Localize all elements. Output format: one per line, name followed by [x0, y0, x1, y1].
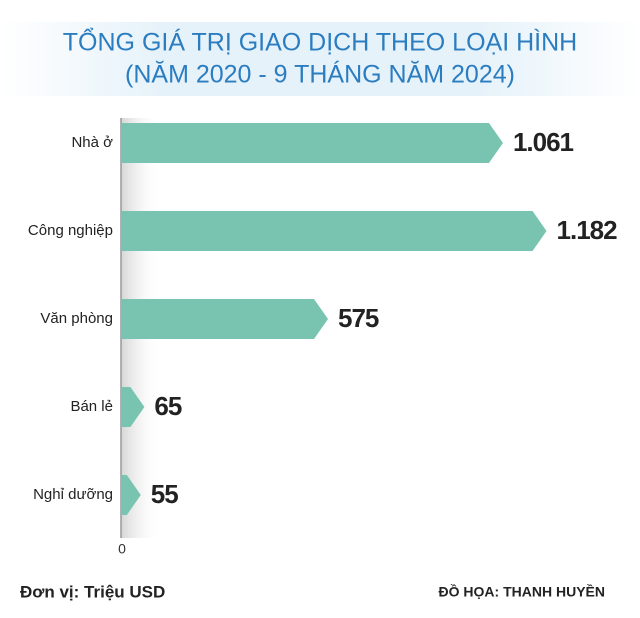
chart-title: TỔNG GIÁ TRỊ GIAO DỊCH THEO LOẠI HÌNH: [63, 27, 577, 57]
category-label: Bán lẻ: [70, 398, 113, 415]
chart-subtitle: (NĂM 2020 - 9 THÁNG NĂM 2024): [125, 60, 515, 89]
value-label: 1.061: [513, 127, 574, 157]
bar: [121, 475, 141, 515]
bar: [121, 211, 547, 251]
category-label: Nghỉ dưỡng: [33, 486, 113, 503]
category-label: Văn phòng: [40, 310, 113, 327]
value-label: 65: [154, 391, 181, 421]
unit-note: Đơn vị: Triệu USD: [20, 582, 165, 601]
title-background: [0, 22, 640, 96]
bar: [121, 123, 503, 163]
value-label: 1.182: [557, 215, 618, 245]
bar: [121, 387, 145, 427]
value-label: 575: [338, 303, 379, 333]
category-label: Nhà ở: [71, 134, 113, 151]
bar: [121, 299, 328, 339]
category-label: Công nghiệp: [28, 222, 113, 239]
value-label: 55: [151, 479, 178, 509]
x-tick-label: 0: [118, 541, 126, 557]
credit: ĐỒ HỌA: THANH HUYỀN: [439, 583, 605, 600]
